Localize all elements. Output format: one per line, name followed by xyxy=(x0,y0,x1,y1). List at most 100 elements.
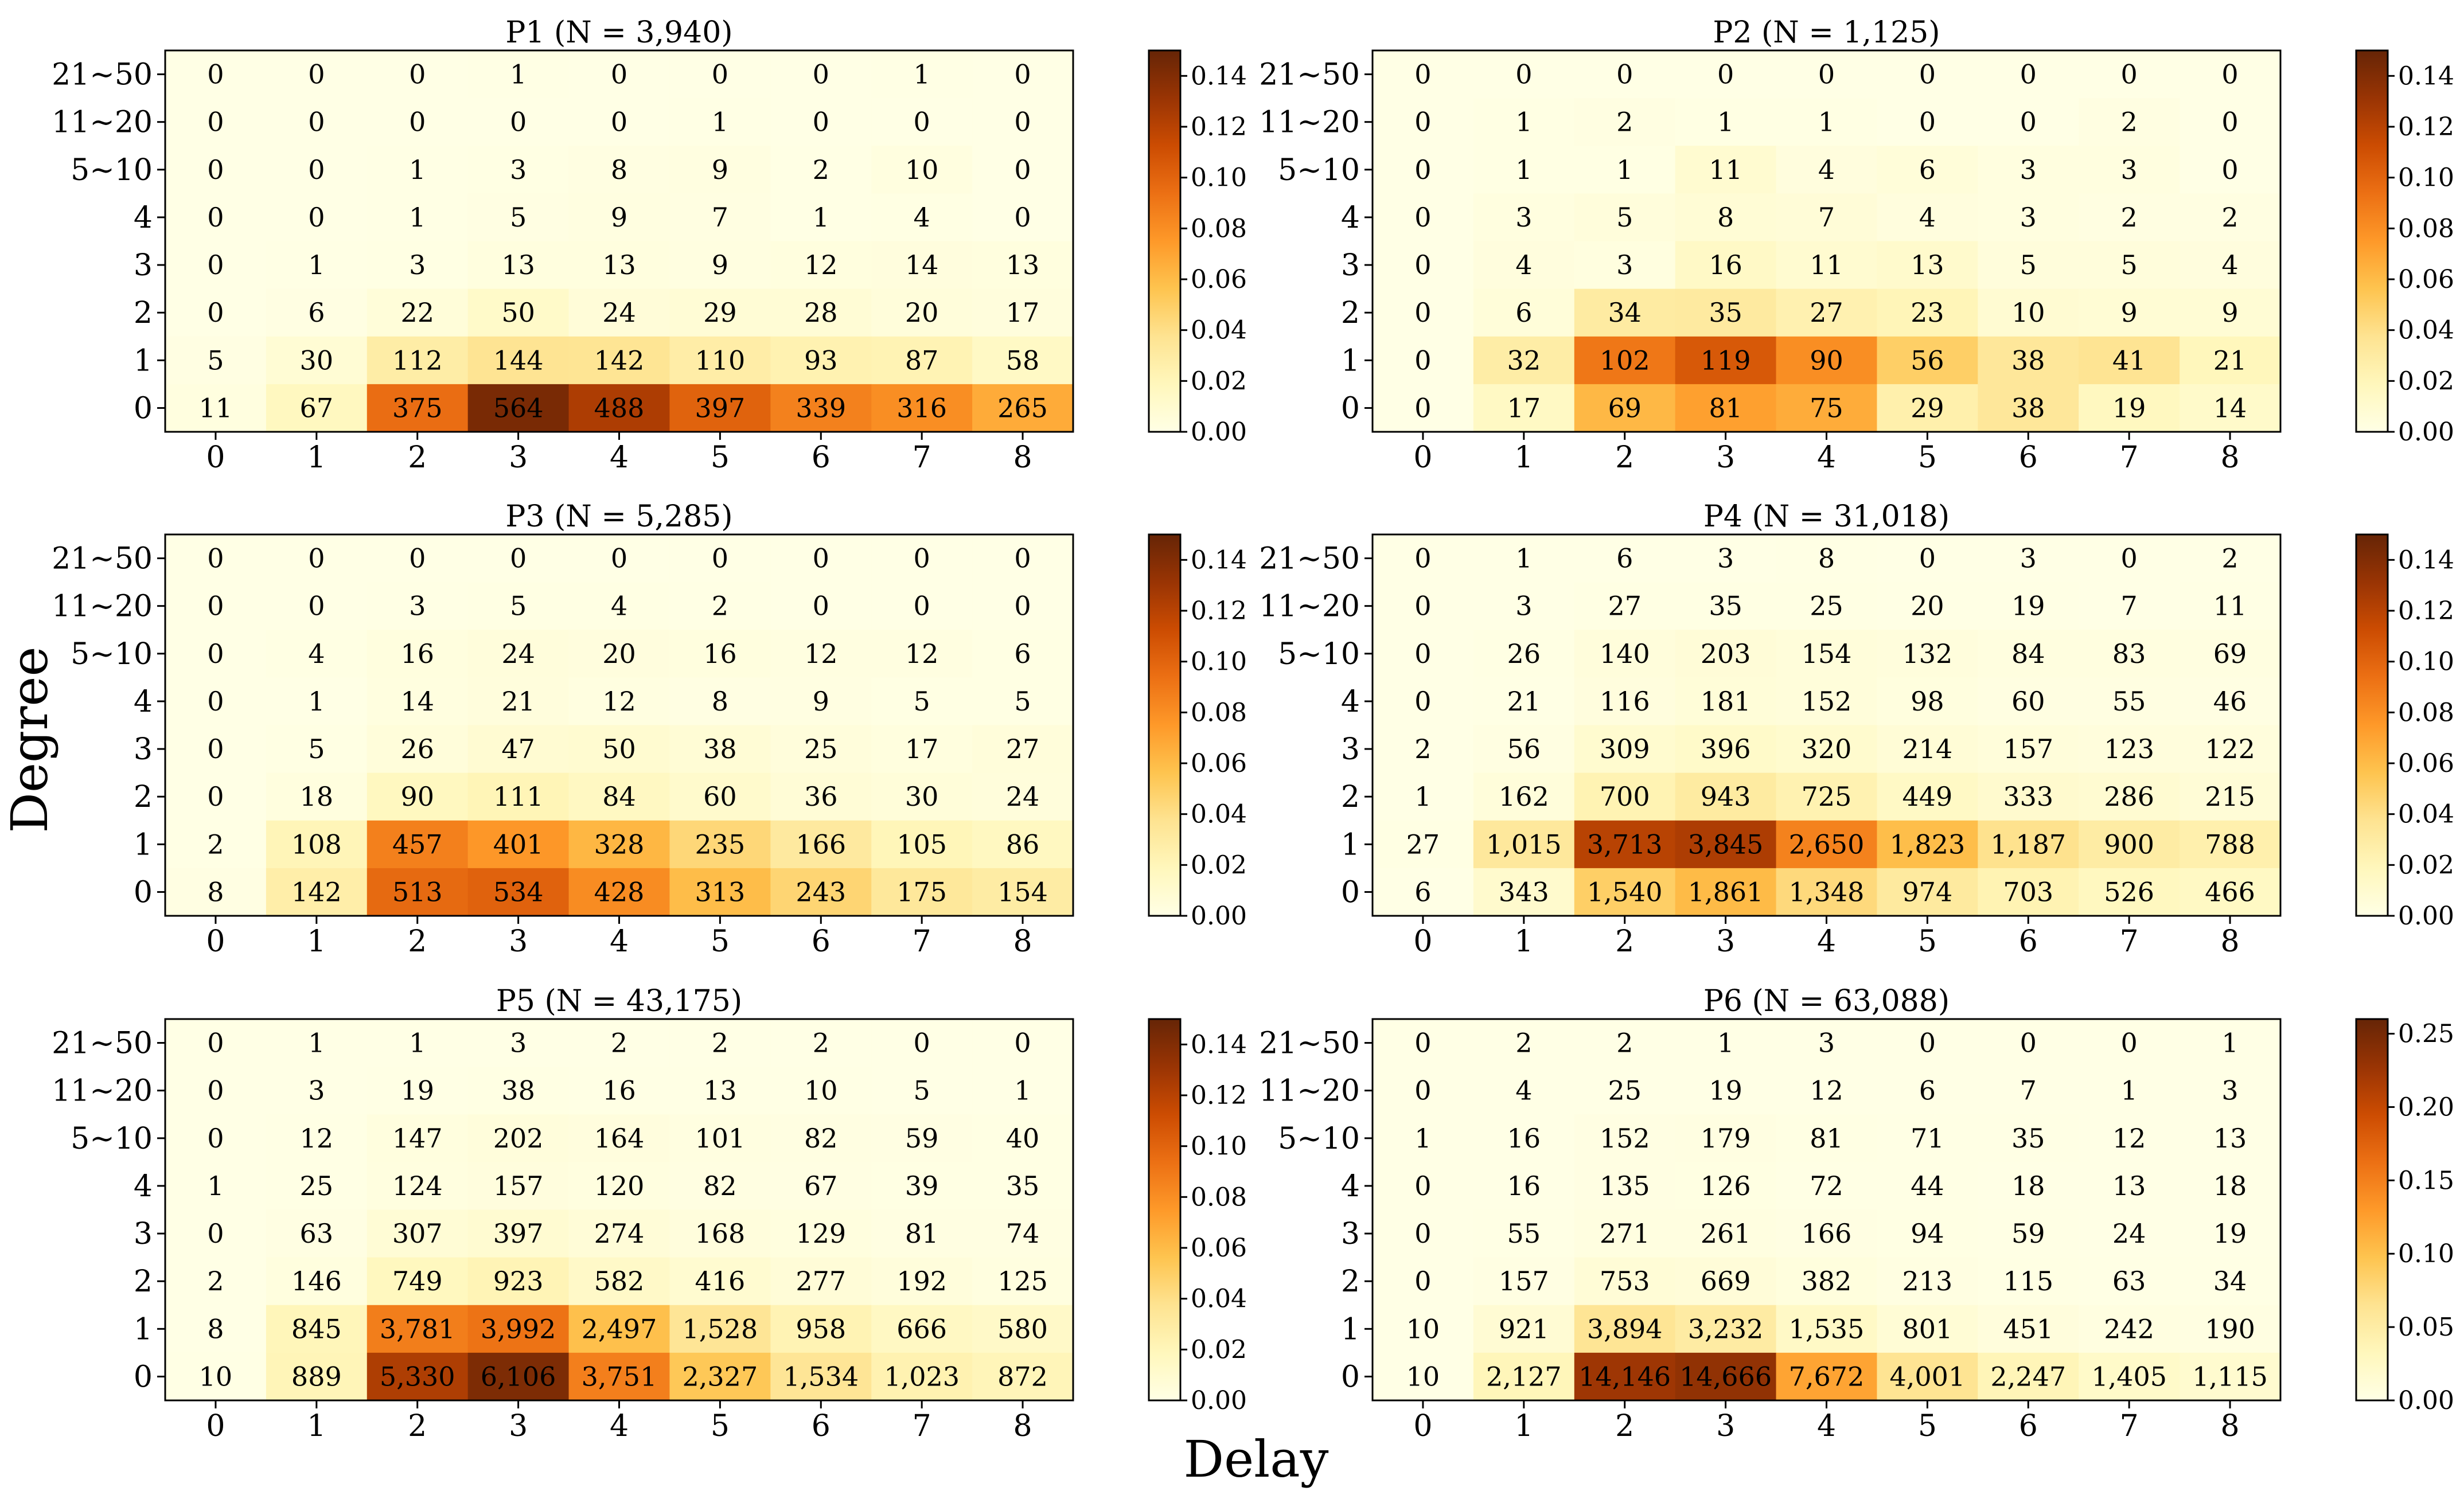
colorbar-tick-label: 0.10 xyxy=(2398,1239,2454,1268)
heatmap-cell xyxy=(568,146,670,194)
heatmap-cell xyxy=(1473,1209,1575,1258)
cell-value-label: 416 xyxy=(695,1266,745,1297)
cell-value-label: 397 xyxy=(493,1218,544,1249)
cell-value-label: 0 xyxy=(207,1028,224,1059)
x-tick-label: 6 xyxy=(2019,440,2038,475)
x-tick-label: 6 xyxy=(812,924,831,959)
cell-value-label: 0 xyxy=(914,1028,930,1059)
heatmap-cell xyxy=(669,1305,771,1353)
heatmap-cell xyxy=(568,1209,670,1258)
cell-value-label: 0 xyxy=(308,59,325,90)
heatmap-cell xyxy=(1877,1209,1978,1258)
heatmap-cell xyxy=(467,725,570,774)
cell-value-label: 124 xyxy=(392,1170,443,1201)
cell-value-label: 271 xyxy=(1600,1218,1650,1249)
heatmap-cell xyxy=(1978,820,2079,869)
cell-value-label: 1 xyxy=(1515,154,1532,185)
heatmap-cell xyxy=(165,582,267,630)
heatmap-cell xyxy=(467,1067,570,1115)
cell-value-label: 1 xyxy=(1515,543,1532,574)
heatmap-cell xyxy=(972,1257,1074,1306)
x-tick-label: 2 xyxy=(1615,440,1634,475)
cell-value-label: 1 xyxy=(1818,107,1835,138)
cell-value-label: 4 xyxy=(308,638,325,669)
heatmap-cell xyxy=(770,1352,872,1401)
x-tick-label: 5 xyxy=(1918,924,1937,959)
heatmap-panel: P1 (N = 3,940)0 0 0 1 0 0 0 1 00 0 0 0 0 1 0 0 00 0 1 3 8 9 2 1… xyxy=(52,15,1247,475)
cell-value-label: 20 xyxy=(602,638,636,669)
heatmap-cell xyxy=(1473,772,1575,821)
y-tick-label: 5~10 xyxy=(71,153,153,188)
cell-value-label: 29 xyxy=(1911,392,1944,423)
y-tick-label: 1 xyxy=(1341,828,1360,862)
cell-value-label: 0 xyxy=(1414,1028,1431,1059)
cell-value-label: 0 xyxy=(1014,107,1031,138)
heatmap-cell xyxy=(1978,630,2079,678)
x-tick-label: 8 xyxy=(1013,440,1032,475)
heatmap-cell xyxy=(2079,534,2180,583)
y-tick-label: 21~50 xyxy=(52,1026,153,1061)
cell-value-label: 3 xyxy=(1515,591,1532,622)
cell-value-label: 11 xyxy=(1810,249,1843,280)
heatmap-cell xyxy=(770,1305,872,1353)
heatmap-cell xyxy=(1776,384,1878,432)
colorbar xyxy=(1149,1019,1180,1400)
cell-value-label: 27 xyxy=(1006,733,1040,764)
cell-value-label: 181 xyxy=(1701,686,1751,717)
cell-value-label: 67 xyxy=(804,1170,838,1201)
heatmap-cell xyxy=(1473,1114,1575,1162)
heatmap-cell xyxy=(871,630,973,678)
y-tick-label: 4 xyxy=(134,201,153,235)
heatmap-cell xyxy=(568,582,670,630)
heatmap-cell xyxy=(972,146,1074,194)
cell-value-label: 0 xyxy=(1919,543,1936,574)
cell-value-label: 0 xyxy=(2221,59,2238,90)
heatmap-cell xyxy=(1877,1305,1978,1353)
heatmap-cell xyxy=(669,582,771,630)
heatmap-cell xyxy=(871,534,973,583)
heatmap-cell xyxy=(1675,384,1777,432)
heatmap-cell xyxy=(266,1257,368,1306)
x-tick-label: 8 xyxy=(2221,440,2240,475)
colorbar-tick-label: 0.06 xyxy=(2398,749,2454,778)
cell-value-label: 0 xyxy=(1414,107,1431,138)
cell-value-label: 0 xyxy=(1014,543,1031,574)
cell-value-label: 34 xyxy=(1608,297,1642,328)
colorbar-tick-label: 0.10 xyxy=(2398,647,2454,677)
heatmap-cell xyxy=(871,1352,973,1401)
heatmap-cell xyxy=(1675,630,1777,678)
heatmap-cell xyxy=(165,630,267,678)
cell-value-label: 1,115 xyxy=(2192,1361,2268,1392)
cell-value-label: 12 xyxy=(905,638,939,669)
cell-value-label: 3,713 xyxy=(1587,829,1663,860)
y-tick-label: 11~20 xyxy=(52,590,153,624)
cell-value-label: 8 xyxy=(207,876,224,907)
heatmap-cell xyxy=(266,1162,368,1211)
heatmap-cell xyxy=(1675,1019,1777,1067)
x-tick-label: 6 xyxy=(812,440,831,475)
heatmap-cell xyxy=(367,288,469,337)
cell-value-label: 2 xyxy=(1414,733,1431,764)
heatmap-cell xyxy=(1776,772,1878,821)
heatmap-cell xyxy=(2079,772,2180,821)
heatmap-cell xyxy=(1574,725,1676,774)
cell-value-label: 749 xyxy=(392,1266,443,1297)
heatmap-cell xyxy=(1373,1257,1474,1306)
heatmap-cell xyxy=(266,50,368,99)
heatmap-cell xyxy=(1574,868,1676,916)
heatmap-cell xyxy=(1776,1352,1878,1401)
heatmap-cell xyxy=(1473,1352,1575,1401)
cell-value-label: 146 xyxy=(291,1266,342,1297)
cell-value-label: 3 xyxy=(510,1028,527,1059)
cell-value-label: 16 xyxy=(703,638,737,669)
colorbar xyxy=(2356,50,2388,432)
heatmap-cell xyxy=(1473,1162,1575,1211)
heatmap-cell xyxy=(972,534,1074,583)
heatmap-cell xyxy=(2180,868,2281,916)
heatmap-cell xyxy=(669,241,771,290)
heatmap-cell xyxy=(1373,772,1474,821)
cell-value-label: 428 xyxy=(594,876,645,907)
colorbar-tick-label: 0.10 xyxy=(1191,647,1247,677)
heatmap-cell xyxy=(669,725,771,774)
